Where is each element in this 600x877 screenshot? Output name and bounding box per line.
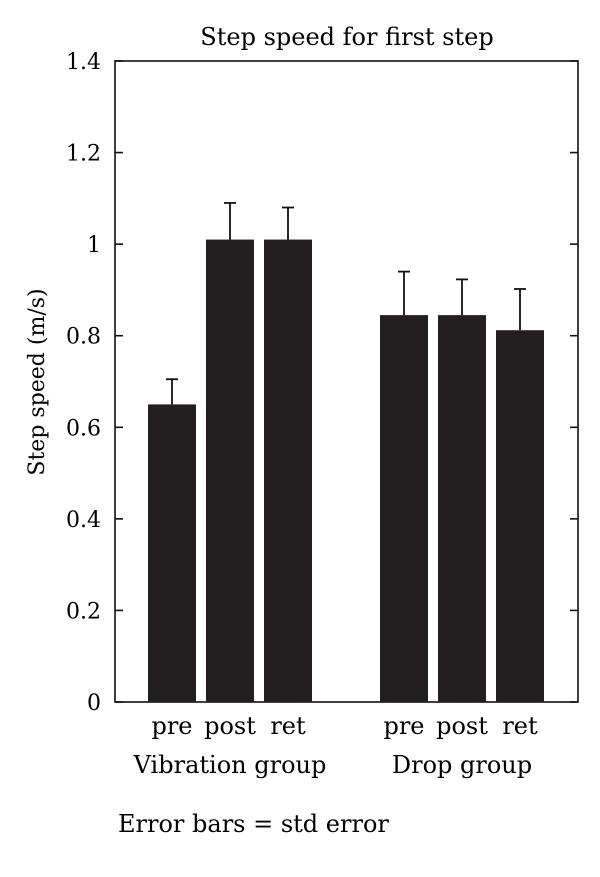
y-tick-label: 0 <box>87 691 101 716</box>
chart-title: Step speed for first step <box>200 23 493 51</box>
bar-pre <box>380 315 428 702</box>
footnote: Error bars = std error <box>118 810 389 838</box>
plot-area: 00.20.40.60.811.21.4 pre post retVibration… <box>66 50 579 779</box>
bar-pre <box>148 404 196 702</box>
y-axis: 0 0.2 0.4 0.6 0.8 1 1.2 1.4 <box>66 50 578 716</box>
y-tick-label: 1 <box>87 233 101 258</box>
error-bars <box>166 202 526 405</box>
y-tick-label: 0.4 <box>66 508 101 533</box>
x-tick-label: pre <box>151 712 192 740</box>
bar-post <box>438 315 486 702</box>
x-tick-label: post <box>436 712 488 740</box>
x-tick-label: post <box>204 712 256 740</box>
group-label: Vibration group <box>133 751 327 779</box>
bars <box>148 239 544 703</box>
x-tick-label: pre <box>383 712 424 740</box>
bar-ret <box>496 330 544 702</box>
y-tick-label: 0.6 <box>66 416 101 441</box>
plot-frame <box>114 60 579 703</box>
x-tick-label: ret <box>502 712 538 740</box>
bar-ret <box>264 239 312 703</box>
y-tick-label: 1.4 <box>66 50 101 75</box>
y-axis-label: Step speed (m/s) <box>25 288 50 475</box>
bar-post <box>206 239 254 703</box>
group-label: Drop group <box>392 751 532 779</box>
y-tick-label: 0.8 <box>66 325 101 350</box>
x-tick-label: ret <box>270 712 306 740</box>
y-tick-label: 0.2 <box>66 599 101 624</box>
y-tick-label: 1.2 <box>66 142 101 167</box>
